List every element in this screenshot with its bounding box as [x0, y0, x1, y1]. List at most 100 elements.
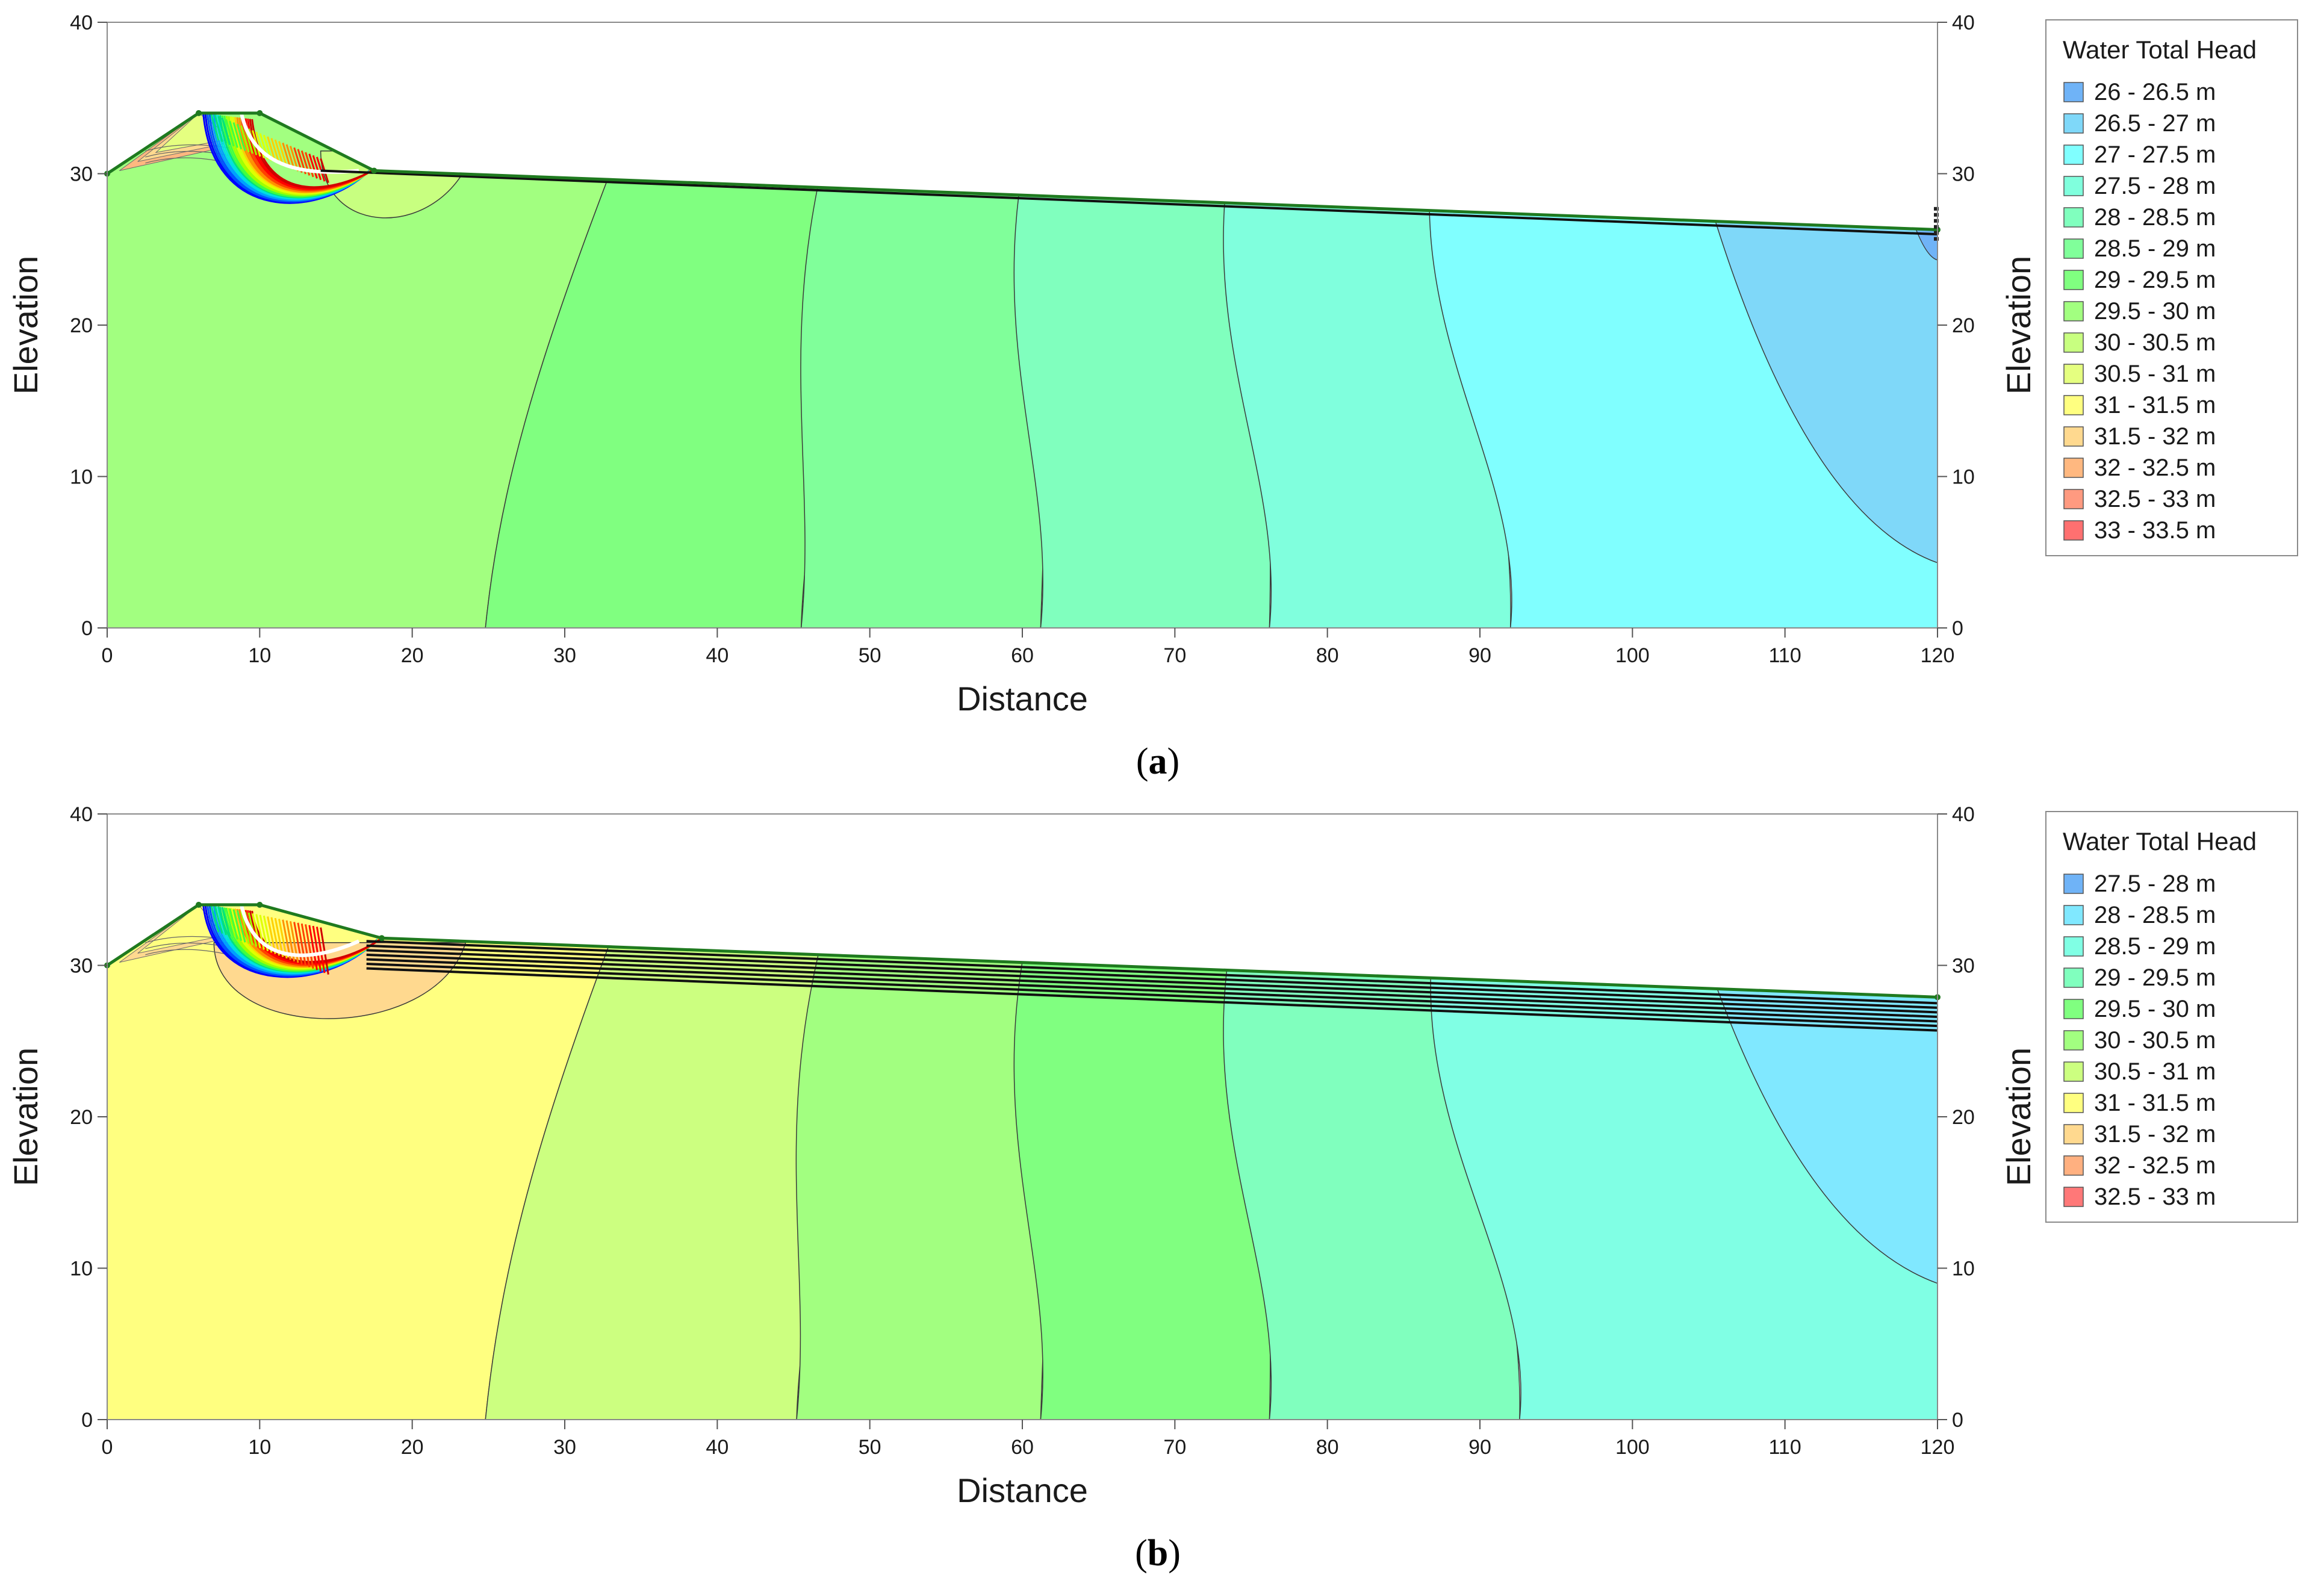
- slip-slice: [217, 906, 227, 936]
- slip-slice: [225, 907, 235, 939]
- slip-slice: [315, 927, 326, 973]
- x-tick-label: 10: [248, 1436, 271, 1459]
- legend-title: Water Total Head: [2063, 827, 2257, 855]
- y-tick-label-right: 40: [1952, 803, 1975, 826]
- y-tick-label-left: 40: [70, 803, 93, 826]
- slip-slice: [297, 922, 307, 966]
- y-tick-label-left: 30: [70, 163, 93, 186]
- boundary-marker: [1934, 206, 1939, 211]
- y-tick-label-left: 20: [70, 314, 93, 337]
- slip-slice: [270, 917, 281, 956]
- critical-slip-surface: [239, 904, 360, 957]
- panel-label: (b): [1135, 1533, 1181, 1574]
- x-tick-label: 80: [1316, 644, 1339, 667]
- panel-label: (a): [1136, 741, 1179, 782]
- y-axis-title-left: Elevation: [7, 256, 45, 394]
- legend-swatch: [2063, 301, 2084, 321]
- slip-slice: [232, 909, 243, 942]
- slip-slice: [214, 905, 223, 934]
- boundary-marker: [1934, 225, 1939, 229]
- y-axis-title-right: Elevation: [2000, 256, 2037, 394]
- x-tick-label: 110: [1769, 1436, 1801, 1459]
- slip-slice: [282, 142, 291, 169]
- phreatic-line: [366, 958, 1938, 1023]
- slip-slice: [210, 113, 220, 141]
- y-tick-label-right: 40: [1952, 11, 1975, 34]
- y-tick-label-right: 20: [1952, 314, 1975, 337]
- x-tick-label: 20: [401, 1436, 424, 1459]
- y-tick-label-right: 0: [1952, 1409, 1963, 1432]
- legend-swatch: [2063, 458, 2084, 478]
- legend-label: 31.5 - 32 m: [2094, 423, 2216, 450]
- y-tick-label-left: 40: [70, 11, 93, 34]
- legend-label: 28.5 - 29 m: [2094, 933, 2216, 960]
- panel-label-letter: b: [1148, 1533, 1168, 1574]
- slip-slice: [236, 910, 246, 943]
- x-tick-label: 120: [1921, 644, 1955, 667]
- legend-swatch: [2063, 82, 2084, 102]
- ground-point: [379, 935, 385, 942]
- slice-line: [145, 949, 229, 955]
- legend-swatch: [2063, 905, 2084, 925]
- panel-label-open: (: [1135, 1533, 1148, 1574]
- slip-slice: [312, 925, 322, 972]
- legend-label: 27.5 - 28 m: [2094, 871, 2216, 897]
- y-tick-label-left: 0: [81, 617, 93, 640]
- slip-slice: [217, 116, 227, 144]
- legend-label: 31 - 31.5 m: [2094, 392, 2216, 418]
- x-tick-label: 80: [1316, 1436, 1339, 1459]
- y-tick-label-left: 0: [81, 1409, 93, 1432]
- slip-slice: [229, 908, 238, 940]
- y-tick-label-right: 30: [1952, 163, 1975, 186]
- slip-slice: [229, 120, 238, 148]
- legend-swatch: [2063, 874, 2084, 894]
- legend-label: 33 - 33.5 m: [2094, 517, 2216, 544]
- y-tick-label-left: 10: [70, 1258, 93, 1281]
- x-tick-label: 50: [859, 1436, 881, 1459]
- slip-slice: [312, 155, 322, 181]
- boundary-marker: [1934, 237, 1939, 241]
- x-tick-label: 100: [1615, 1436, 1650, 1459]
- legend: Water Total Head 26 - 26.5 m 26.5 - 27 m 27…: [2045, 19, 2298, 556]
- x-tick-label: 30: [553, 1436, 576, 1459]
- legend-swatch: [2063, 1187, 2084, 1207]
- slip-slice: [278, 141, 288, 167]
- slip-slice: [308, 154, 318, 179]
- x-tick-label: 0: [102, 644, 113, 667]
- x-tick-label: 40: [706, 644, 729, 667]
- legend-swatch: [2063, 176, 2084, 196]
- x-tick-label: 10: [248, 644, 271, 667]
- x-tick-label: 70: [1163, 644, 1186, 667]
- slip-slice: [232, 122, 243, 150]
- phreatic-line: [366, 949, 1938, 1014]
- contour-regions: [107, 904, 1938, 1420]
- legend-label: 31 - 31.5 m: [2094, 1090, 2216, 1116]
- legend-swatch: [2063, 207, 2084, 228]
- legend-swatch: [2063, 1155, 2084, 1176]
- legend-label: 30 - 30.5 m: [2094, 329, 2216, 356]
- y-tick-label-right: 10: [1952, 466, 1975, 489]
- slip-slice: [267, 916, 276, 954]
- x-tick-label: 60: [1011, 1436, 1034, 1459]
- slip-slice: [221, 117, 231, 145]
- legend-label: 27.5 - 28 m: [2094, 173, 2216, 199]
- legend-label: 32 - 32.5 m: [2094, 455, 2216, 481]
- slip-slice: [221, 907, 231, 937]
- y-axis-title-left: Elevation: [7, 1048, 45, 1186]
- phreatic-line: [366, 967, 1938, 1032]
- y-tick-label-right: 0: [1952, 617, 1963, 640]
- slip-slice: [274, 918, 284, 957]
- slip-slice: [305, 924, 314, 969]
- x-tick-label: 40: [706, 1436, 729, 1459]
- legend-title: Water Total Head: [2063, 36, 2257, 64]
- x-tick-label: 100: [1615, 644, 1650, 667]
- ground-point: [196, 110, 202, 116]
- legend-swatch: [2063, 936, 2084, 957]
- legend-label: 29 - 29.5 m: [2094, 964, 2216, 991]
- x-tick-label: 30: [553, 644, 576, 667]
- slip-slice: [240, 910, 250, 944]
- panel-label-close: ): [1167, 741, 1180, 782]
- legend-label: 27 - 27.5 m: [2094, 141, 2216, 168]
- slip-slice: [270, 138, 281, 164]
- x-tick-label: 90: [1468, 1436, 1491, 1459]
